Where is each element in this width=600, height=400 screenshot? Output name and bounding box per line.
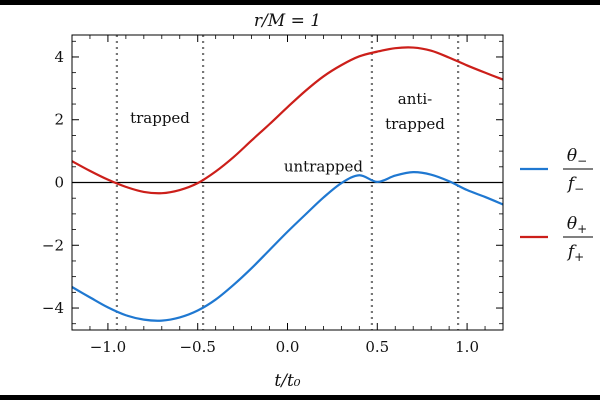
annotation-1: untrapped xyxy=(284,158,364,176)
y-tick-label-3: 2 xyxy=(54,111,64,129)
figure: r/M = 1 trapped untrapped anti-trapped −1.0 −… xyxy=(0,5,600,395)
x-tick-label-4: 1.0 xyxy=(455,338,479,356)
y-tick-label-0: −4 xyxy=(42,299,64,317)
series-line-0 xyxy=(71,171,504,322)
series-line-1 xyxy=(71,46,504,195)
legend-denominator-0: f− xyxy=(566,174,584,196)
legend-numerator-0: θ− xyxy=(567,146,587,168)
x-axis-label: t/t₀ xyxy=(274,371,300,391)
annotation-0: trapped xyxy=(130,109,190,127)
y-tick-label-4: 4 xyxy=(54,48,64,66)
annotation-3: trapped xyxy=(385,115,445,133)
x-tick-label-0: −1.0 xyxy=(90,338,126,356)
annotation-2: anti- xyxy=(398,90,433,108)
legend-numerator-1: θ+ xyxy=(567,214,587,236)
x-tick-label-1: −0.5 xyxy=(179,338,215,356)
x-tick-label-3: 0.5 xyxy=(365,338,389,356)
chart-title: r/M = 1 xyxy=(254,11,321,31)
legend-denominator-1: f+ xyxy=(566,242,584,264)
y-tick-label-2: 0 xyxy=(54,174,64,192)
line-chart: r/M = 1 trapped untrapped anti-trapped −1.0 −… xyxy=(42,11,593,391)
x-tick-label-2: 0.0 xyxy=(276,338,300,356)
y-tick-label-1: −2 xyxy=(42,236,64,254)
